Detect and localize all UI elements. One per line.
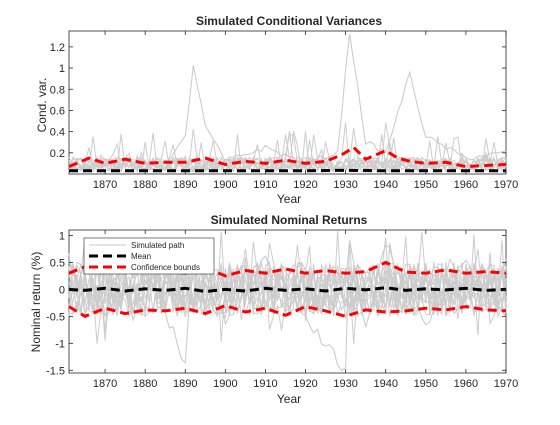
cond-var-upper-line [68,145,507,169]
cond-var-y-tick-label: 1.2 [50,42,65,54]
returns-y-ticks: -1.5 -1 -0.5 0 0.5 1 [46,230,506,377]
cond-var-sim-highlight-path [68,33,507,171]
returns-x-tick-label: 1880 [133,378,157,390]
returns-x-ticks: 1870 1880 1890 1900 1910 1920 1930 1940 1950 1960… [93,230,518,390]
cond-var-ylabel: Cond. var. [35,78,49,133]
returns-y-tick-label: -1 [55,338,65,350]
returns-xlabel: Year [277,392,301,406]
cond-var-x-tick-label: 1950 [414,179,438,191]
cond-var-title: Simulated Conditional Variances [196,14,382,28]
cond-var-x-tick-label: 1970 [494,179,518,191]
cond-var-x-tick-label: 1880 [133,179,157,191]
returns-mean-line [68,286,507,294]
returns-legend: Simulated path Mean Confidence bounds [83,237,215,275]
cond-var-y-tick-label: 1 [59,63,65,75]
returns-lower-line [68,303,507,318]
legend-label-simulated: Simulated path [131,241,184,250]
cond-var-y-tick-label: 0.4 [50,127,65,139]
cond-var-x-tick-label: 1890 [173,179,197,191]
legend-label-mean: Mean [131,252,151,261]
returns-x-tick-label: 1970 [494,378,518,390]
cond-var-y-tick-label: 0.6 [50,105,65,117]
cond-var-x-tick-label: 1940 [373,179,397,191]
cond-var-x-tick-label: 1960 [454,179,478,191]
returns-ylabel: Nominal return (%) [29,252,43,353]
cond-var-x-tick-label: 1900 [213,179,237,191]
cond-var-x-ticks: 1870 1880 1890 1900 1910 1920 1930 1940 1950 1960… [93,31,518,191]
cond-var-x-tick-label: 1930 [333,179,357,191]
returns-x-tick-label: 1920 [293,378,317,390]
cond-var-axes-box [68,30,507,175]
cond-var-mean-line [69,168,506,173]
cond-var-series [68,33,507,173]
returns-y-tick-label: 1 [59,230,65,242]
cond-var-x-tick-label: 1920 [293,179,317,191]
cond-var-panel: 1870 1880 1890 1900 1910 1920 1930 1940 1950 1960… [35,14,518,206]
cond-var-y-ticks: 0.2 0.4 0.6 0.8 1 1.2 [50,42,506,160]
returns-x-tick-label: 1960 [454,378,478,390]
returns-title: Simulated Nominal Returns [211,213,368,227]
returns-panel: 1870 1880 1890 1900 1910 1920 1930 1940 1950 1960… [29,213,518,406]
returns-x-tick-label: 1940 [373,378,397,390]
cond-var-x-tick-label: 1870 [93,179,117,191]
returns-y-tick-label: 0 [59,284,65,296]
cond-var-x-tick-label: 1910 [253,179,277,191]
returns-x-tick-label: 1900 [213,378,237,390]
returns-x-tick-label: 1950 [414,378,438,390]
returns-y-tick-label: -1.5 [46,365,65,377]
returns-y-tick-label: -0.5 [46,311,65,323]
returns-x-tick-label: 1930 [333,378,357,390]
returns-x-tick-label: 1910 [253,378,277,390]
legend-label-bounds: Confidence bounds [131,263,200,272]
cond-var-y-tick-label: 0.8 [50,84,65,96]
returns-x-tick-label: 1870 [93,378,117,390]
cond-var-sim-path [68,122,507,174]
returns-x-tick-label: 1890 [173,378,197,390]
cond-var-y-tick-label: 0.2 [50,148,65,160]
cond-var-xlabel: Year [277,192,301,206]
returns-y-tick-label: 0.5 [50,257,65,269]
